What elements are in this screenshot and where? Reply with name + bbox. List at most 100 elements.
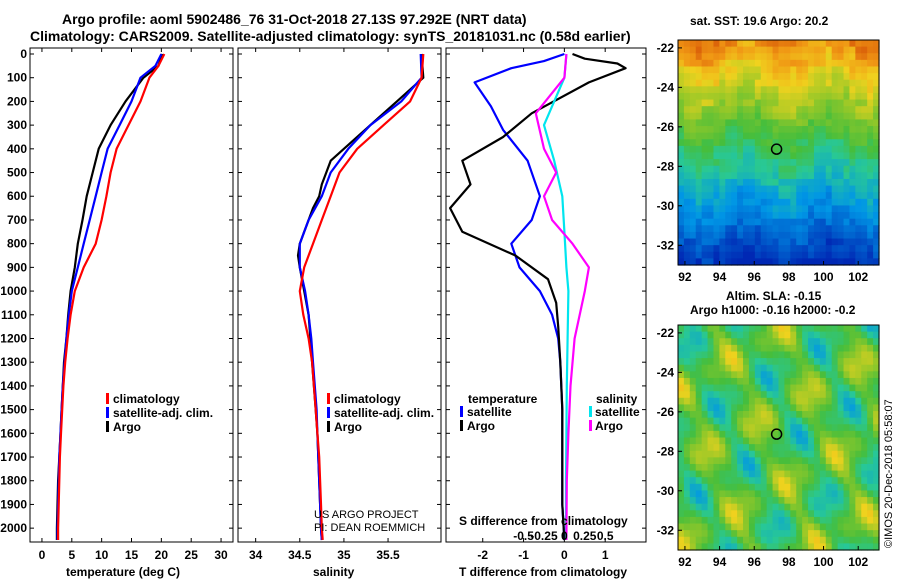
map-cell: [772, 331, 780, 339]
map-cell: [873, 46, 880, 54]
map-cell: [855, 391, 862, 399]
map-cell: [802, 364, 809, 372]
map-cell: [843, 238, 851, 246]
map-cell: [760, 384, 768, 392]
map-cell: [873, 516, 880, 525]
map-cell: [748, 145, 756, 154]
map-cell: [843, 126, 851, 134]
map-cell: [689, 470, 697, 478]
map-cell: [683, 225, 691, 233]
map-cell: [748, 99, 756, 107]
map-cell: [701, 205, 709, 213]
map-cell: [689, 510, 697, 518]
map-cell: [849, 119, 856, 127]
map-cell: [678, 59, 685, 68]
map-cell: [790, 477, 797, 485]
map-cell: [695, 46, 703, 54]
map-cell: [796, 411, 803, 419]
map-cell: [778, 218, 786, 226]
map-cell: [825, 238, 833, 246]
map-cell: [861, 198, 868, 207]
map-cell: [772, 225, 780, 233]
map-cell: [683, 497, 691, 505]
map-cell: [731, 112, 738, 121]
map-cell: [843, 145, 851, 154]
map-cell: [719, 258, 726, 266]
map-cell: [813, 536, 821, 544]
map-cell: [867, 258, 874, 266]
map-cell: [778, 178, 786, 187]
map-cell: [796, 543, 803, 551]
map-cell: [701, 106, 709, 114]
map-cell: [808, 59, 815, 68]
map-cell: [873, 371, 880, 379]
map-cell: [766, 510, 774, 518]
map-cell: [719, 510, 726, 518]
map-cell: [719, 185, 726, 193]
map-cell: [754, 212, 762, 220]
map-cell: [843, 86, 851, 94]
map-cell: [837, 53, 845, 61]
map-cell: [831, 245, 839, 253]
map-cell: [802, 417, 809, 425]
map-cell: [754, 66, 762, 74]
map-cell: [784, 384, 791, 392]
map-cell: [725, 185, 732, 193]
map-cell: [725, 86, 732, 94]
map-cell: [737, 178, 744, 187]
map-cell: [843, 536, 851, 544]
map-cell: [837, 152, 845, 160]
map-cell: [796, 397, 803, 406]
map-cell: [743, 437, 750, 445]
map-cell: [802, 59, 809, 68]
map-cell: [867, 417, 874, 425]
map-cell: [766, 490, 774, 498]
map-cell: [731, 543, 738, 551]
map-cell: [731, 404, 738, 412]
map-cell: [731, 119, 738, 127]
map-cell: [737, 86, 744, 94]
map-cell: [861, 457, 868, 465]
map-cell: [689, 152, 697, 160]
map-cell: [855, 152, 862, 160]
map-cell: [873, 530, 880, 538]
map-cell: [701, 483, 709, 492]
map-cell: [849, 391, 856, 399]
map-x-tick-label: 96: [748, 270, 762, 284]
map-y-tick-label: -30: [657, 484, 675, 498]
map-cell: [796, 218, 803, 226]
map-cell: [861, 404, 868, 412]
map-x-tick-label: 92: [678, 555, 692, 569]
map-cell: [701, 192, 709, 200]
x-tick-label: -1: [518, 548, 529, 562]
map-cell: [867, 371, 874, 379]
map-cell: [731, 477, 738, 485]
map-cell: [713, 463, 720, 472]
map-cell: [843, 99, 851, 107]
map-cell: [790, 198, 797, 207]
depth-tick-label: 500: [7, 166, 27, 180]
map-cell: [825, 218, 833, 226]
map-cell: [796, 463, 803, 472]
map-cell: [754, 391, 762, 399]
map-cell: [843, 119, 851, 127]
map-cell: [813, 238, 821, 246]
map-cell: [784, 364, 791, 372]
map-cell: [772, 59, 780, 68]
map-cell: [778, 86, 786, 94]
map-cell: [689, 358, 697, 366]
map-cell: [837, 198, 845, 207]
map-cell: [701, 251, 709, 259]
map-cell: [707, 424, 715, 432]
map-cell: [825, 530, 833, 538]
map-cell: [678, 338, 685, 346]
map-cell: [784, 397, 791, 406]
map-frame: [677, 324, 880, 551]
map-cell: [748, 192, 756, 200]
map-cell: [719, 112, 726, 121]
map-cell: [790, 46, 797, 54]
map-cell: [701, 79, 709, 87]
map-cell: [813, 411, 821, 419]
map-cell: [678, 510, 685, 518]
